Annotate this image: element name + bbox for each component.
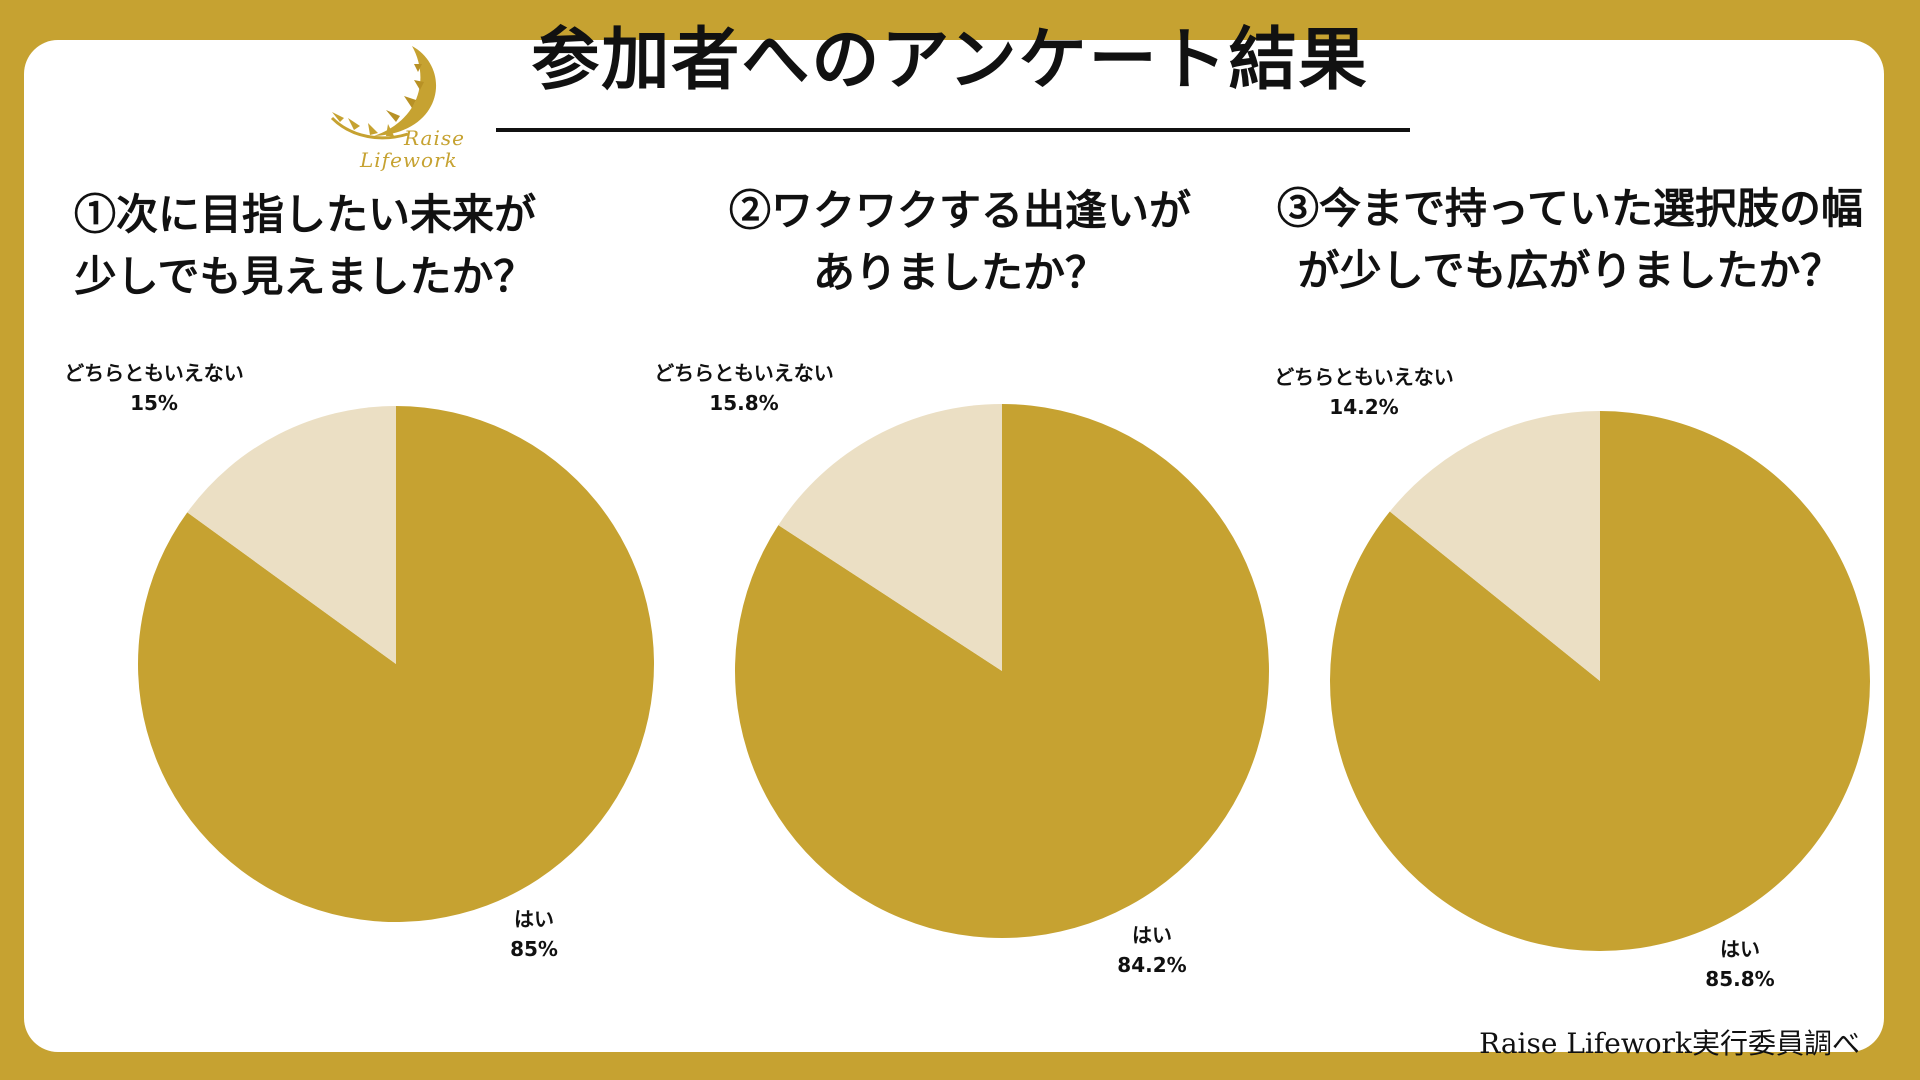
page-title: 参加者へのアンケート結果 [531,20,1369,100]
laurel-crescent-icon [330,46,437,140]
pie-3-neutral-value: 14.2% [1329,395,1399,419]
pie-3-yes-name: はい [1720,937,1760,961]
question-1-line-2: 少しでも見えましたか？ [74,252,536,301]
pie-2-neutral-value: 15.8% [709,391,779,415]
raise-lifework-logo: Raise Lifework [312,38,472,178]
pie-3-slice-neutral [1389,410,1600,681]
question-1-title: ①次に目指したい未来が 少しでも見えましたか？ [30,184,580,308]
question-1-line-1: ①次に目指したい未来が [73,190,536,239]
pie-1-yes-value: 85% [510,937,558,961]
pie-1-neutral-value: 15% [130,391,178,415]
question-3-line-1: ③今まで持っていた選択肢の幅 [1277,184,1863,233]
question-2-line-2: ありましたか？ [812,248,1107,297]
pie-2-neutral-label: どちらともいえない 15.8% [624,358,864,418]
pie-1-yes-name: はい [514,907,554,931]
pie-2-yes-name: はい [1132,923,1172,947]
title-underline [496,128,1410,132]
question-2-line-1: ②ワクワクする出逢いが [728,186,1191,235]
pie-3-neutral-label: どちらともいえない 14.2% [1244,362,1484,422]
question-3-title: ③今まで持っていた選択肢の幅 が少しでも広がりましたか？ [1250,178,1890,302]
question-3-line-2: が少しでも広がりましたか？ [1297,246,1843,295]
logo-text-lifework: Lifework [360,148,458,172]
pie-1-neutral-label: どちらともいえない 15% [34,358,274,418]
pie-2-slice-neutral [778,404,1002,671]
pie-1-yes-label: はい 85% [484,904,584,964]
pie-3-neutral-name: どちらともいえない [1274,365,1454,389]
logo-text-raise: Raise [404,126,465,150]
pie-2-neutral-name: どちらともいえない [654,361,834,385]
pie-3-yes-label: はい 85.8% [1690,934,1790,994]
pie-2-yes-label: はい 84.2% [1102,920,1202,980]
pie-2-slice-yes [735,404,1269,938]
pie-2-yes-value: 84.2% [1117,953,1187,977]
pie-1-neutral-name: どちらともいえない [64,361,244,385]
pie-3-yes-value: 85.8% [1705,967,1775,991]
pie-1-slice-neutral [187,406,396,664]
question-2-title: ②ワクワクする出逢いが ありましたか？ [650,180,1270,304]
source-credit: Raise Lifework実行委員調べ [1479,1027,1860,1060]
